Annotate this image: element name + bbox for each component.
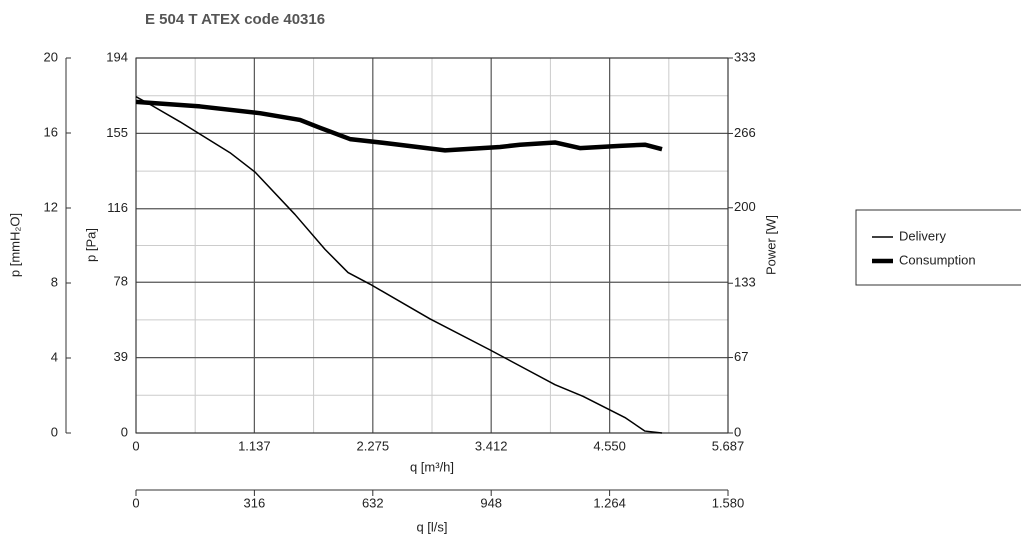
- y2-tick-label: 333: [734, 49, 756, 64]
- y3-tick-label: 20: [44, 49, 58, 64]
- y3-tick-label: 16: [44, 124, 58, 139]
- x-tick-label: 5.687: [712, 438, 745, 453]
- series-line: [135, 99, 663, 153]
- y2-tick-label: 200: [734, 199, 756, 214]
- y2-tick-label: 266: [734, 125, 756, 140]
- y2-tick-label: 133: [734, 275, 756, 290]
- y-axis-label: p [Pa]: [83, 228, 98, 262]
- y2-tick-label: 0: [734, 424, 741, 439]
- y2-axis-label: Power [W]: [763, 215, 778, 275]
- legend-box: [855, 209, 1021, 286]
- legend-label: Delivery: [899, 228, 946, 243]
- x2-tick-label: 948: [480, 495, 502, 510]
- x2-tick-label: 1.580: [712, 495, 745, 510]
- y3-tick-label: 12: [44, 199, 58, 214]
- y-tick-label: 78: [114, 274, 128, 289]
- x2-tick-label: 316: [244, 495, 266, 510]
- y-tick-label: 194: [106, 49, 128, 64]
- y-tick-label: 116: [107, 200, 128, 215]
- x2-tick-label: 0: [132, 495, 139, 510]
- y-tick-label: 155: [106, 125, 128, 140]
- y3-tick-label: 8: [51, 274, 58, 289]
- y2-tick-label: 67: [734, 349, 748, 364]
- chart-title: E 504 T ATEX code 40316: [145, 11, 325, 28]
- y-tick-label: 0: [121, 424, 128, 439]
- x2-axis-label: q [l/s]: [416, 519, 447, 534]
- legend-label: Consumption: [899, 252, 976, 267]
- x-tick-label: 4.550: [593, 438, 626, 453]
- x-tick-label: 0: [132, 438, 139, 453]
- x-tick-label: 2.275: [357, 438, 390, 453]
- y3-tick-label: 4: [51, 349, 58, 364]
- x-tick-label: 1.137: [238, 438, 271, 453]
- y-tick-label: 39: [114, 349, 128, 364]
- x2-tick-label: 1.264: [593, 495, 626, 510]
- x-axis-label: q [m³/h]: [410, 459, 454, 474]
- y3-axis-label: p [mmH₂O]: [7, 213, 22, 277]
- x-tick-label: 3.412: [475, 438, 508, 453]
- series-line: [135, 96, 663, 434]
- plot-frame: [135, 57, 729, 434]
- x2-tick-label: 632: [362, 495, 384, 510]
- y3-tick-label: 0: [51, 424, 58, 439]
